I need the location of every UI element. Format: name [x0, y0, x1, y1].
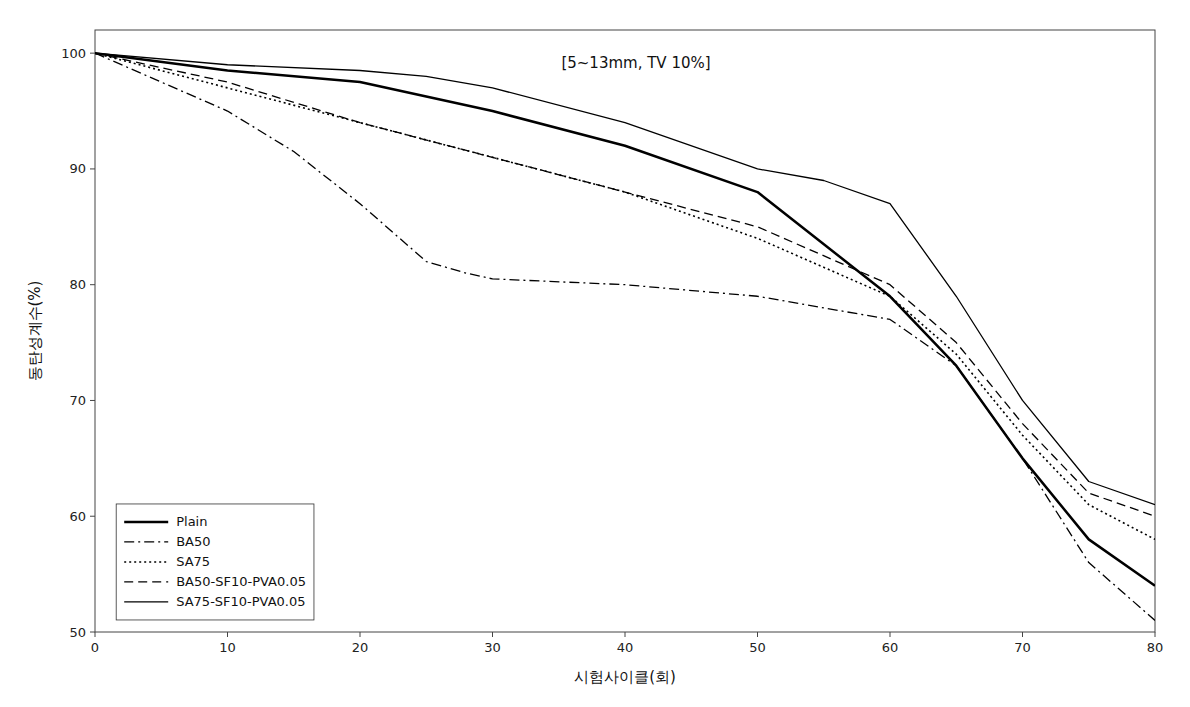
y-tick-label: 60 [69, 509, 86, 524]
y-tick-label: 50 [69, 625, 86, 640]
legend-label: SA75 [176, 554, 210, 569]
legend: Plain BA50 SA75 BA50-SF10-PVA0.05 SA75-SF10-… [116, 504, 314, 620]
legend-swatch [124, 601, 168, 602]
x-tick-label: 40 [617, 640, 634, 655]
x-tick [1022, 632, 1023, 637]
x-tick [625, 632, 626, 637]
y-tick-label: 80 [69, 277, 86, 292]
x-tick-label: 30 [484, 640, 501, 655]
axes: 0 10 20 30 40 50 60 70 80 50 60 70 80 90 100 [61, 30, 1163, 655]
annotation: [5~13mm, TV 10%] [561, 54, 710, 72]
series-line [95, 53, 1155, 516]
legend-label: BA50 [176, 534, 210, 549]
legend-label: BA50-SF10-PVA0.05 [176, 574, 306, 589]
legend-label: SA75-SF10-PVA0.05 [176, 594, 305, 609]
x-axis-label: 시험사이클(회) [574, 668, 676, 686]
legend-box [116, 504, 314, 620]
series-line [95, 53, 1155, 620]
x-tick-label: 10 [219, 640, 236, 655]
x-tick [227, 632, 228, 637]
x-tick-label: 50 [749, 640, 766, 655]
lines [95, 53, 1155, 620]
x-tick-label: 60 [882, 640, 899, 655]
series-line [95, 53, 1155, 539]
x-tick-label: 70 [1014, 640, 1031, 655]
x-tick-label: 80 [1147, 640, 1164, 655]
legend-label: Plain [176, 514, 207, 529]
x-tick-label: 0 [91, 640, 99, 655]
plot-frame [95, 30, 1155, 632]
y-tick [90, 284, 95, 285]
y-tick [90, 168, 95, 169]
legend-swatch [124, 541, 168, 542]
y-axis-label: 동탄성계수(%) [26, 281, 44, 382]
y-tick-label: 90 [69, 161, 86, 176]
legend-swatch [124, 561, 168, 563]
y-tick [90, 400, 95, 401]
y-tick-label: 100 [61, 46, 86, 61]
x-tick [1155, 632, 1156, 637]
x-tick-label: 20 [352, 640, 369, 655]
chart: 0 10 20 30 40 50 60 70 80 50 60 70 80 90 100 시험사이클(회) 동탄… [0, 0, 1190, 707]
series-line [95, 53, 1155, 505]
x-tick [757, 632, 758, 637]
legend-swatch [124, 581, 168, 582]
legend-swatch [124, 521, 168, 524]
x-tick [360, 632, 361, 637]
x-tick [95, 632, 96, 637]
y-tick-label: 70 [69, 393, 86, 408]
y-tick [90, 516, 95, 517]
x-tick [492, 632, 493, 637]
x-tick [890, 632, 891, 637]
y-tick [90, 53, 95, 54]
y-tick [90, 632, 95, 633]
